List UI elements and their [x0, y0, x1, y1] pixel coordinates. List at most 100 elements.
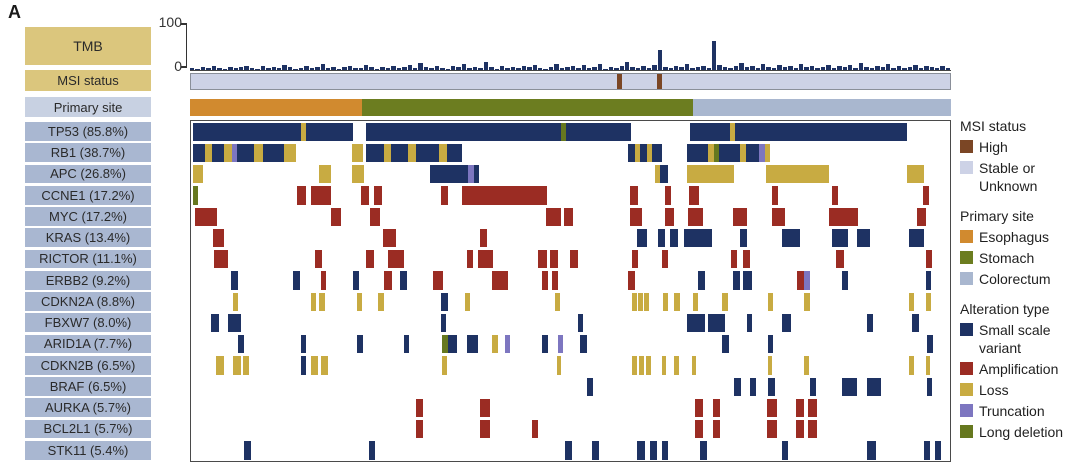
- tmb-bar: [190, 67, 195, 70]
- oncoprint-cell-cdkn2b-loss: [232, 356, 242, 375]
- oncoprint-grid: [190, 120, 951, 462]
- oncoprint-cell-cdkn2b-loss: [767, 356, 773, 375]
- oncoprint-cell-apc-loss: [318, 165, 332, 184]
- tmb-bar: [755, 67, 760, 70]
- tmb-bar: [739, 62, 744, 70]
- oncoprint-cell-myc-amp: [732, 207, 748, 226]
- oncoprint-cell-aurka-amp: [808, 398, 818, 417]
- oncoprint-cell-arid1a-ssv: [467, 335, 478, 354]
- tmb-bar: [456, 67, 461, 70]
- oncoprint-cell-erbb2-amp: [552, 271, 559, 290]
- tmb-bar: [402, 67, 407, 70]
- tmb-bar: [331, 66, 336, 70]
- tmb-bar: [309, 68, 315, 70]
- oncoprint-cell-ccne1-amp: [831, 186, 839, 205]
- tmb-bar: [728, 68, 733, 70]
- oncoprint-cell-rictor-amp: [467, 250, 474, 269]
- tmb-axis-line: [186, 23, 187, 68]
- oncoprint-cell-apc-trunc: [468, 165, 475, 184]
- oncoprint-cell-rictor-amp: [631, 250, 639, 269]
- tmb-bar: [228, 66, 233, 70]
- tmb-bar: [847, 65, 853, 70]
- tmb-bar: [510, 66, 516, 70]
- gene-label-ccne1: CCNE1 (17.2%): [25, 185, 151, 205]
- tmb-bar: [712, 40, 717, 70]
- oncoprint-cell-cdkn2b-ssv: [301, 356, 307, 375]
- tmb-axis-top-tick-mark: [181, 23, 187, 25]
- legend-swatch-icon: [960, 404, 973, 417]
- tmb-bar: [918, 67, 924, 70]
- tmb-axis-min-tick: 0: [174, 58, 182, 74]
- oncoprint-cell-rb1-loss: [439, 143, 447, 162]
- oncoprint-cell-erbb2-amp: [542, 271, 549, 290]
- oncoprint-cell-rb1-ssv: [415, 143, 440, 162]
- panel-label: A: [8, 2, 21, 22]
- tmb-bar: [940, 65, 945, 70]
- oncoprint-cell-cdkn2a-loss: [925, 292, 932, 311]
- legend-swatch-icon: [960, 323, 973, 336]
- tmb-bar: [771, 68, 777, 70]
- tmb-bar: [804, 67, 809, 70]
- oncoprint-cell-stk11-ssv: [368, 441, 376, 460]
- oncoprint-cell-fbxw7-ssv: [707, 313, 725, 332]
- oncoprint-cell-fbxw7-ssv: [781, 313, 792, 332]
- oncoprint-cell-stk11-ssv: [661, 441, 668, 460]
- tmb-bar: [483, 62, 489, 70]
- legend-swatch-icon: [960, 383, 973, 396]
- oncoprint-cell-bcl2l1-amp: [795, 420, 804, 439]
- tmb-bar: [646, 67, 652, 70]
- oncoprint-cell-rb1-loss: [383, 143, 391, 162]
- legend-section: Primary site Esophagus Stomach Colorectum: [960, 208, 1078, 288]
- oncoprint-cell-stk11-ssv: [699, 441, 708, 460]
- oncoprint-cell-erbb2-ssv: [698, 271, 705, 290]
- oncoprint-cell-braf-ssv: [734, 377, 742, 396]
- tmb-bar: [896, 66, 902, 70]
- oncoprint-cell-stk11-ssv: [650, 441, 658, 460]
- oncoprint-cell-erbb2-amp: [383, 271, 393, 290]
- tmb-bar: [907, 66, 913, 70]
- oncoprint-cell-aurka-amp: [694, 398, 703, 417]
- tmb-bar: [820, 66, 826, 70]
- legend-section-title: Alteration type: [960, 301, 1050, 317]
- oncoprint-cell-rb1-loss: [351, 143, 364, 162]
- gene-label-kras: KRAS (13.4%): [25, 228, 151, 247]
- tmb-bar: [869, 67, 875, 70]
- oncoprint-cell-bcl2l1-amp: [694, 420, 703, 439]
- legend-item: High: [960, 138, 1078, 156]
- tmb-bar: [565, 67, 570, 70]
- tmb-bar: [271, 66, 276, 70]
- legend-swatch-icon: [960, 251, 973, 264]
- legend-item-label: Esophagus: [979, 229, 1050, 245]
- tmb-bar: [625, 61, 630, 70]
- oncoprint-cell-braf-ssv: [927, 377, 932, 396]
- legend-item: Stomach: [960, 249, 1078, 267]
- tmb-bar: [249, 68, 255, 70]
- oncoprint-cell-aurka-amp: [767, 398, 777, 417]
- primary-site-track: [190, 99, 951, 116]
- oncoprint-cell-cdkn2a-loss: [722, 292, 728, 311]
- legend-item: Small scale variant: [960, 321, 1078, 357]
- oncoprint-cell-cdkn2b-loss: [631, 356, 638, 375]
- oncoprint-cell-rb1-ssv: [640, 143, 648, 162]
- oncoprint-cell-cdkn2b-loss: [909, 356, 914, 375]
- primary-site-segment-esophagus: [190, 99, 362, 116]
- oncoprint-cell-myc-amp: [829, 207, 859, 226]
- oncoprint-cell-cdkn2a-loss: [674, 292, 680, 311]
- oncoprint-cell-tp53-ssv: [305, 122, 353, 141]
- tmb-bar: [701, 66, 706, 70]
- tmb-bar: [434, 66, 440, 70]
- oncoprint-cell-ccne1-amp: [296, 186, 307, 205]
- oncoprint-cell-ccne1-amp: [923, 186, 930, 205]
- tmb-bar: [429, 68, 434, 70]
- tmb-bar: [635, 68, 641, 70]
- oncoprint-cell-aurka-amp: [415, 398, 424, 417]
- oncoprint-cell-myc-amp: [771, 207, 785, 226]
- tmb-bar: [391, 66, 396, 70]
- tmb-bar: [505, 67, 510, 70]
- tmb-bar: [842, 67, 847, 70]
- oncoprint-cell-rb1-trunc: [231, 143, 237, 162]
- gene-label-cdkn2b: CDKN2B (6.5%): [25, 355, 151, 375]
- tmb-bar: [489, 67, 494, 70]
- oncoprint-cell-cdkn2b-loss: [442, 356, 447, 375]
- oncoprint-cell-rictor-amp: [731, 250, 738, 269]
